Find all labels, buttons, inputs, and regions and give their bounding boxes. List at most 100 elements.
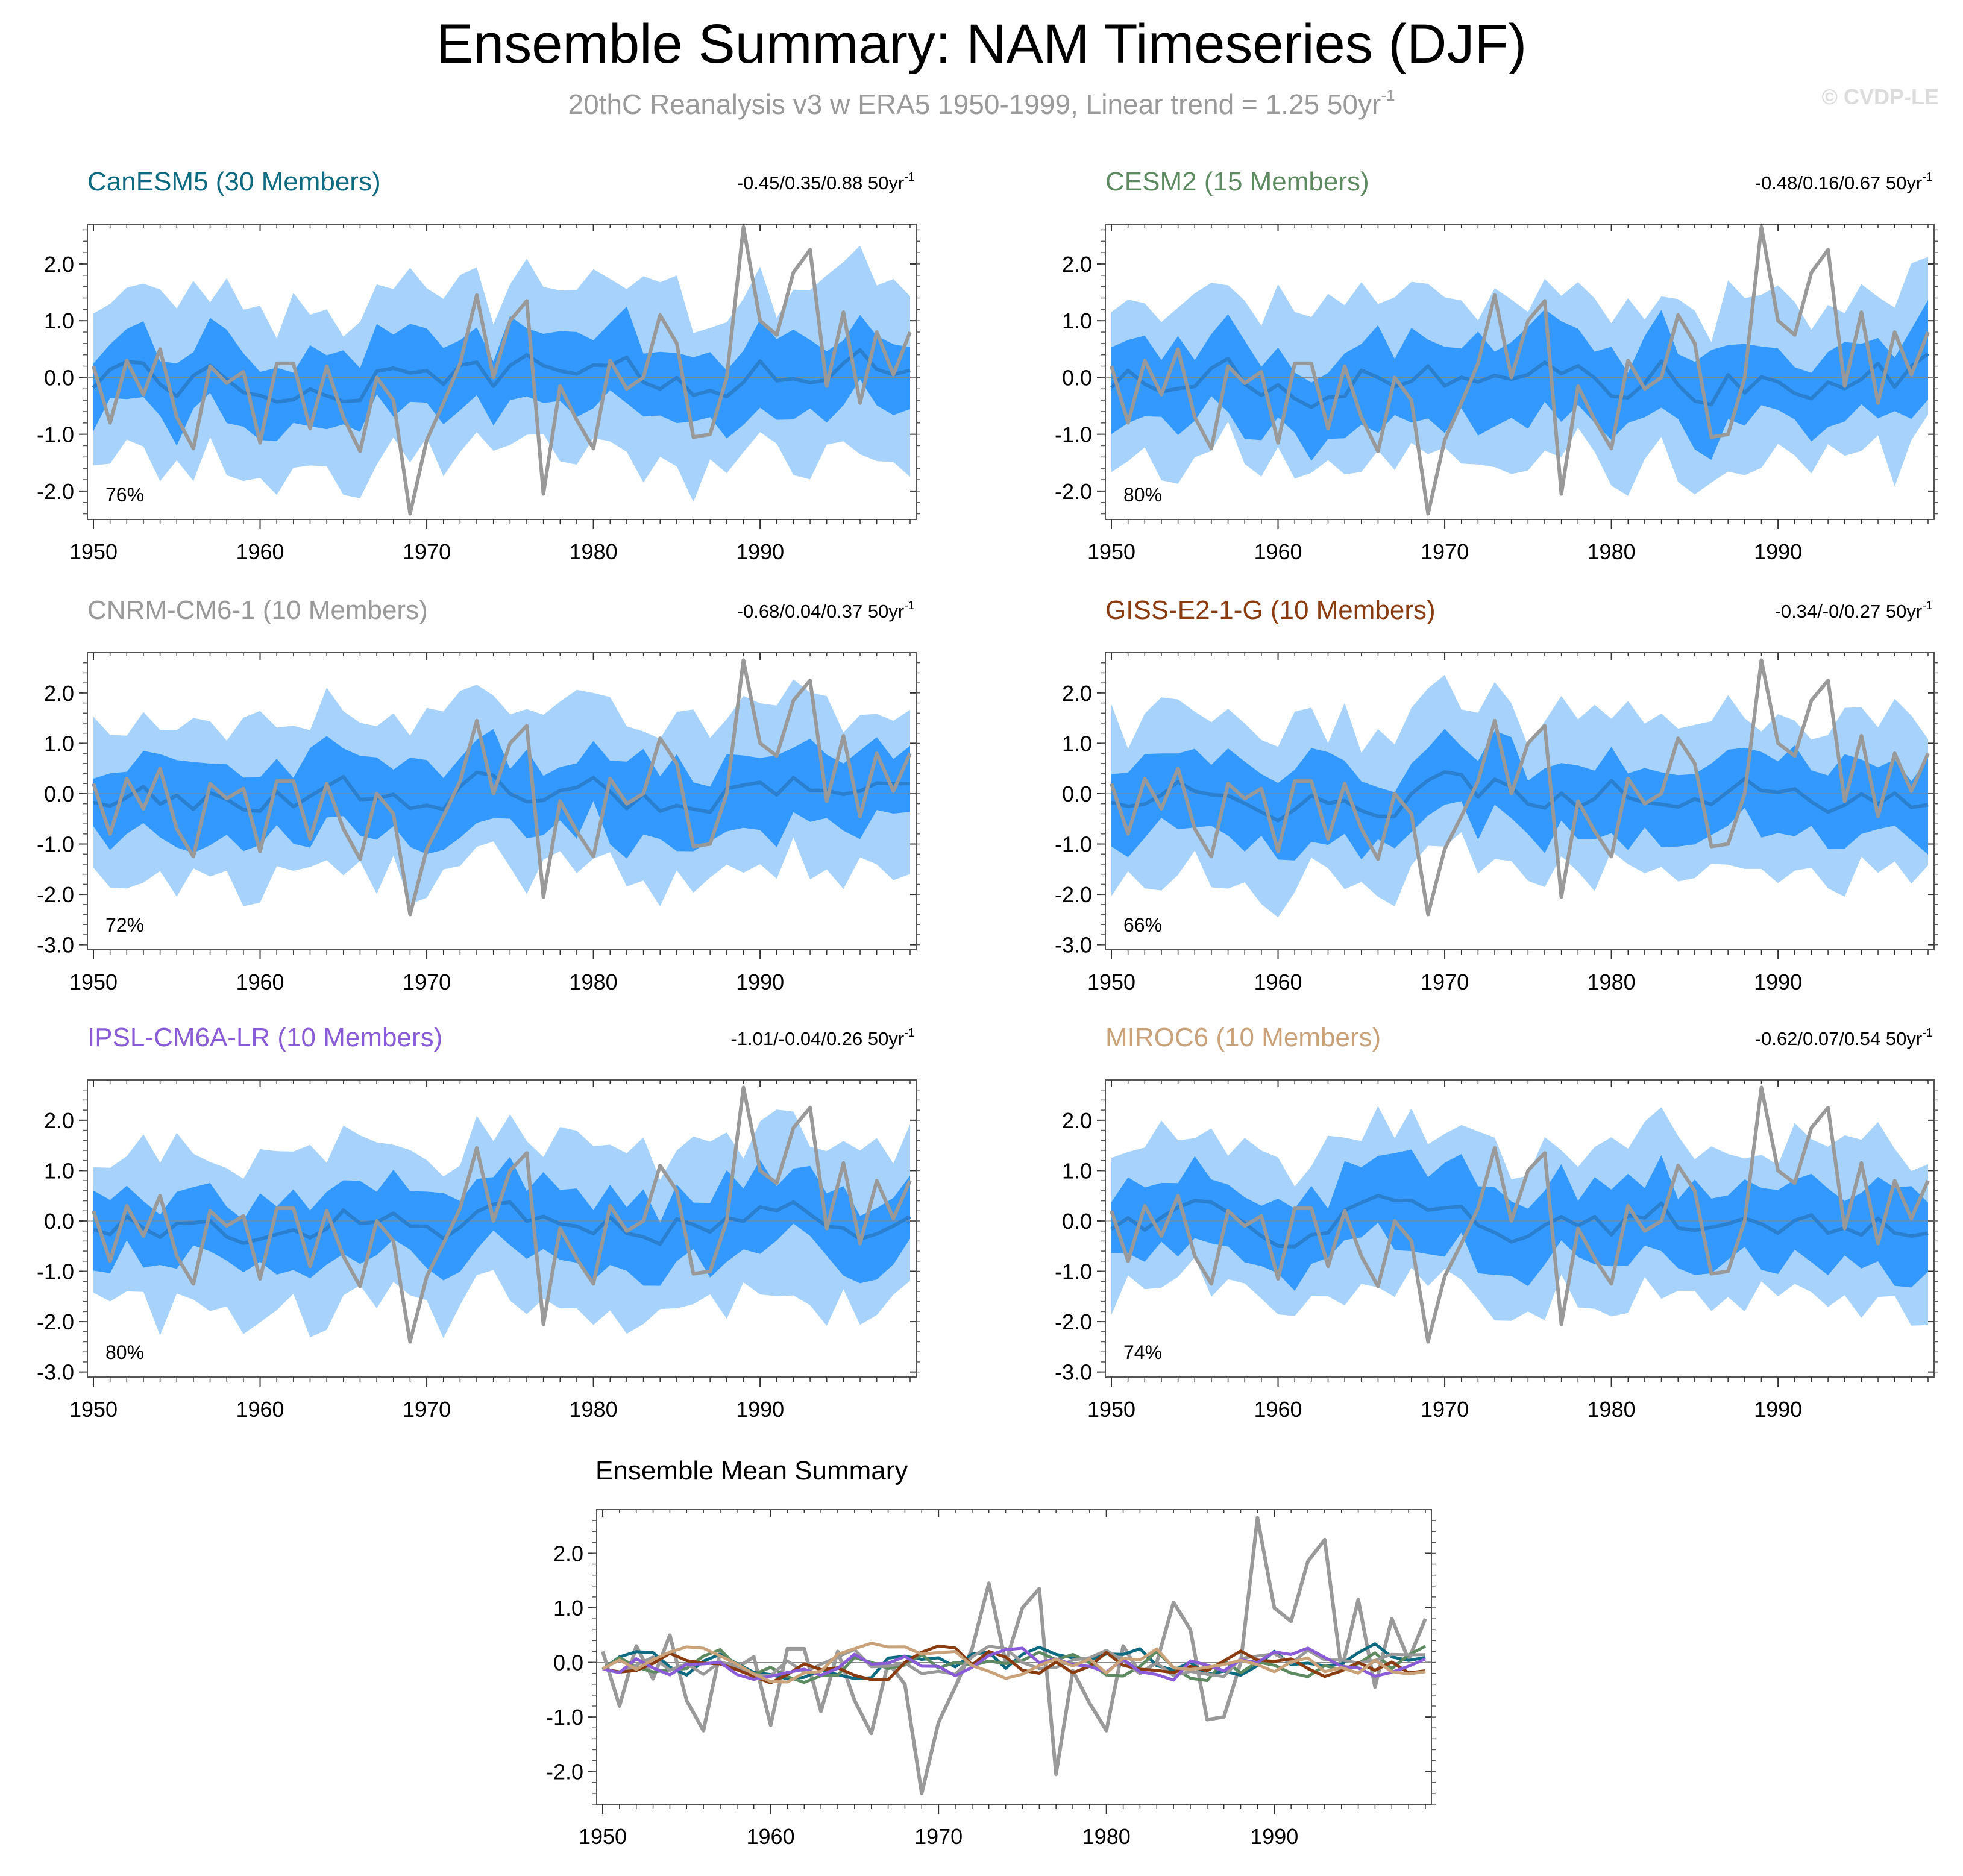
subtitle-superscript: -1 [1381,86,1395,104]
y-tick-label: -2.0 [37,882,74,907]
percent-label: 74% [1123,1341,1162,1363]
x-tick-label: 1970 [1421,539,1469,564]
y-tick-label: 2.0 [44,681,74,706]
y-tick-label: 0.0 [1062,782,1092,806]
y-tick-label: 0.0 [553,1651,583,1675]
x-tick-label: 1970 [403,539,451,564]
ensemble-mean-line [1110,352,1929,409]
y-tick-label: -3.0 [37,1360,74,1385]
panel-title: IPSL-CM6A-LR (10 Members) [87,1023,442,1052]
percent-label: 80% [105,1341,144,1363]
trend-label-text: -0.34/-0/0.27 50yr [1775,601,1923,622]
x-tick-label: 1990 [736,539,784,564]
observations-line [1110,225,1930,516]
y-tick-label: 1.0 [44,731,74,756]
trend-label: -0.34/-0/0.27 50yr-1 [1775,599,1933,622]
page-title: Ensemble Summary: NAM Timeseries (DJF) [436,13,1527,75]
observations-line [92,1085,912,1344]
y-tick-label: -3.0 [1055,933,1092,958]
y-tick-label: 1.0 [1062,309,1092,333]
y-tick-label: -1.0 [37,832,74,857]
model-mean-line-5 [601,1642,1426,1684]
y-tick-label: 1.0 [44,309,74,333]
plot-frame [87,652,917,950]
x-tick-label: 1980 [570,970,618,994]
trend-label-text: -0.48/0.16/0.67 50yr [1755,172,1922,193]
y-tick-label: -3.0 [37,933,74,958]
y-tick-label: -1.0 [37,1260,74,1284]
observations-line [1110,658,1930,917]
panel-title: MIROC6 (10 Members) [1105,1023,1381,1052]
y-tick-label: 0.0 [1062,365,1092,390]
x-tick-label: 1990 [1754,539,1802,564]
x-tick-label: 1970 [1421,970,1469,994]
trend-label-text: -0.68/0.04/0.37 50yr [737,601,904,622]
y-tick-label: -1.0 [1055,1260,1092,1284]
x-tick-label: 1960 [236,970,284,994]
trend-label-superscript: -1 [904,171,915,184]
chart-panel-5: 2.0 1.0 0.0 -1.0 -2.0 -3.0 1950 1960 1970 1980 199… [1055,1023,1938,1422]
y-tick-label: -1.0 [37,422,74,447]
observations-line [92,658,912,917]
percent-label: 80% [1123,484,1162,506]
x-tick-label: 1960 [1254,1397,1302,1422]
panel-title: GISS-E2-1-G (10 Members) [1105,595,1436,625]
y-tick-label: 2.0 [44,252,74,277]
x-tick-label: 1990 [1250,1824,1298,1849]
chart-panel-1: 2.0 1.0 0.0 -1.0 -2.0 1950 1960 1970 1980 1990 CES… [1055,167,1938,564]
y-tick-label: 2.0 [553,1541,583,1566]
trend-label: -0.45/0.35/0.88 50yr-1 [737,171,915,193]
x-tick-label: 1950 [69,1397,118,1422]
subtitle-text: 20thC Reanalysis v3 w ERA5 1950-1999, Li… [568,89,1381,120]
y-tick-label: -2.0 [546,1760,583,1784]
panel-title: Ensemble Mean Summary [595,1456,908,1485]
chart-panel-2: 2.0 1.0 0.0 -1.0 -2.0 -3.0 1950 1960 1970 1980 199… [37,595,920,994]
x-tick-label: 1980 [1082,1824,1131,1849]
percent-label: 66% [1123,914,1162,936]
trend-label-superscript: -1 [904,599,915,612]
trend-label-superscript: -1 [1922,1026,1933,1040]
y-tick-label: 1.0 [553,1596,583,1620]
plot-frame [87,1079,917,1378]
x-tick-label: 1950 [579,1824,627,1849]
trend-label: -1.01/-0.04/0.26 50yr-1 [730,1026,915,1049]
panel-title: CanESM5 (30 Members) [87,167,381,196]
trend-label: -0.48/0.16/0.67 50yr-1 [1755,171,1933,193]
panel-title: CESM2 (15 Members) [1105,167,1369,196]
plot-frame [1105,224,1935,520]
x-tick-label: 1950 [1087,539,1135,564]
x-tick-label: 1990 [736,1397,784,1422]
plot-frame [596,1509,1432,1805]
y-tick-label: 1.0 [1062,731,1092,756]
y-tick-label: -2.0 [1055,882,1092,907]
ensemble-mean-line [1111,770,1929,823]
y-tick-label: -2.0 [37,479,74,504]
x-tick-label: 1970 [403,970,451,994]
x-tick-label: 1960 [1254,970,1302,994]
x-tick-label: 1970 [914,1824,963,1849]
model-mean-line-4 [602,1646,1426,1682]
y-tick-label: 1.0 [1062,1158,1092,1183]
x-tick-label: 1960 [236,539,284,564]
x-tick-label: 1990 [1754,970,1802,994]
trend-label-text: -1.01/-0.04/0.26 50yr [730,1028,904,1049]
chart-panel-6: 2.0 1.0 0.0 -1.0 -2.0 1950 1960 1970 1980 1990 Ens… [546,1456,1436,1849]
trend-label-superscript: -1 [904,1026,915,1040]
y-tick-label: 2.0 [1062,1108,1092,1133]
y-tick-label: 2.0 [1062,252,1092,277]
y-tick-label: -1.0 [1055,422,1092,447]
panel-title: CNRM-CM6-1 (10 Members) [87,595,428,625]
chart-panel-4: 2.0 1.0 0.0 -1.0 -2.0 -3.0 1950 1960 1970 1980 199… [37,1023,920,1422]
y-tick-label: 0.0 [44,365,74,390]
trend-label: -0.68/0.04/0.37 50yr-1 [737,599,915,622]
y-tick-label: 2.0 [1062,681,1092,706]
ensemble-mean-line [93,1200,911,1246]
plot-frame [87,224,917,520]
x-tick-label: 1970 [403,1397,451,1422]
y-tick-label: -1.0 [1055,832,1092,857]
x-tick-label: 1960 [236,1397,284,1422]
y-tick-label: -2.0 [37,1310,74,1334]
inner-spread-band [93,1156,910,1286]
watermark: © CVDP-LE [1821,84,1939,109]
